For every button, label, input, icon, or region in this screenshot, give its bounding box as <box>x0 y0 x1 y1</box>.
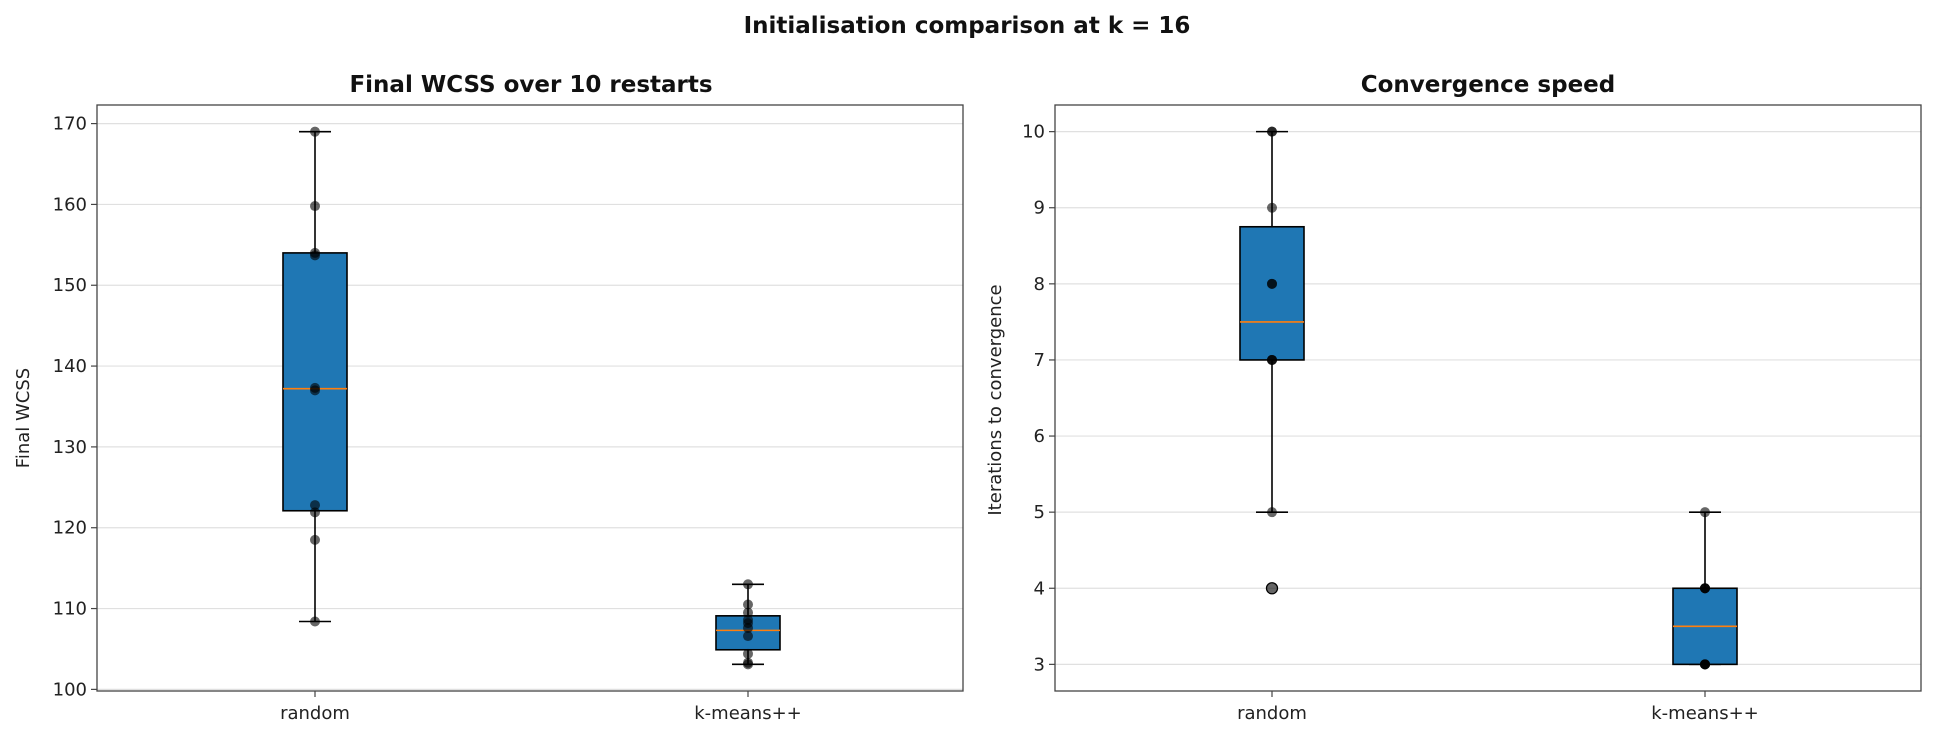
convergence-y-tick-label-3: 3 <box>1034 654 1045 675</box>
convergence-chart-title: Convergence speed <box>1361 72 1615 98</box>
wcss-y-tick-label-130: 130 <box>53 437 87 458</box>
wcss-random-point-0 <box>310 616 320 627</box>
convergence-boxplot-panel: Convergence speed Iterations to converge… <box>985 72 1922 724</box>
convergence-y-ticks: 3 4 5 6 7 8 9 10 <box>1022 122 1055 675</box>
wcss-random-point-8 <box>310 201 320 212</box>
wcss-plot-frame <box>96 104 964 692</box>
wcss-k-means-point-6 <box>743 614 753 625</box>
wcss-y-axis-label: Final WCSS <box>13 368 34 468</box>
convergence-y-tick-label-6: 6 <box>1034 426 1045 447</box>
wcss-y-tick-label-150: 150 <box>53 275 87 296</box>
wcss-random-point-5 <box>310 382 320 393</box>
convergence-k-means-box-group <box>1672 507 1738 670</box>
convergence-y-tick-label-8: 8 <box>1034 274 1045 295</box>
convergence-random-point-9 <box>1267 126 1277 137</box>
convergence-x-ticks: random k-means++ <box>1237 691 1759 724</box>
wcss-k-means-point-2 <box>743 648 753 659</box>
wcss-k-means-box-group <box>715 579 781 670</box>
figure-title: Initialisation comparison at k = 16 <box>744 13 1191 39</box>
wcss-random-point-9 <box>310 126 320 137</box>
convergence-gridlines <box>1055 131 1921 665</box>
convergence-y-tick-label-4: 4 <box>1034 578 1045 599</box>
wcss-random-box <box>282 252 348 512</box>
convergence-random-box-group <box>1239 126 1305 595</box>
wcss-random-box-group <box>282 126 348 627</box>
wcss-y-tick-label-100: 100 <box>53 679 87 700</box>
wcss-x-ticks: random k-means++ <box>280 691 802 724</box>
convergence-random-point-1 <box>1267 507 1277 518</box>
wcss-k-means-point-7 <box>743 607 753 618</box>
convergence-k-means-point-9 <box>1700 507 1710 518</box>
convergence-x-tick-label-k-means: k-means++ <box>1651 703 1759 724</box>
convergence-y-axis-label: Iterations to convergence <box>985 284 1006 515</box>
wcss-y-ticks: 100 110 120 130 140 150 160 170 <box>53 114 97 700</box>
convergence-y-tick-label-7: 7 <box>1034 350 1045 371</box>
convergence-boxes <box>1239 126 1738 670</box>
convergence-y-tick-label-9: 9 <box>1034 198 1045 219</box>
wcss-random-point-2 <box>310 507 320 518</box>
convergence-y-tick-label-5: 5 <box>1034 502 1045 523</box>
convergence-random-box <box>1239 225 1305 361</box>
wcss-gridlines <box>97 122 963 690</box>
wcss-y-tick-label-170: 170 <box>53 114 87 135</box>
wcss-chart-title: Final WCSS over 10 restarts <box>349 72 712 98</box>
convergence-x-tick-label-random: random <box>1237 703 1307 724</box>
convergence-plot-frame <box>1054 104 1922 692</box>
wcss-x-tick-label-k-means: k-means++ <box>694 703 802 724</box>
wcss-y-tick-label-160: 160 <box>53 194 87 215</box>
wcss-boxes <box>282 126 781 670</box>
wcss-k-means-point-1 <box>743 657 753 668</box>
wcss-y-tick-label-140: 140 <box>53 356 87 377</box>
convergence-random-point-7 <box>1267 202 1277 213</box>
wcss-random-point-3 <box>310 500 320 511</box>
convergence-random-outlier-0 <box>1265 582 1279 595</box>
wcss-random-point-1 <box>310 534 320 545</box>
convergence-k-means-point-4 <box>1700 659 1710 670</box>
convergence-k-means-point-8 <box>1700 583 1710 594</box>
convergence-random-point-6 <box>1267 278 1277 289</box>
wcss-random-point-7 <box>310 247 320 258</box>
wcss-y-tick-label-110: 110 <box>53 599 87 620</box>
wcss-k-means-point-9 <box>743 579 753 590</box>
convergence-random-point-4 <box>1267 354 1277 365</box>
wcss-k-means-point-8 <box>743 599 753 610</box>
convergence-random-point-0 <box>1267 583 1277 594</box>
wcss-x-tick-label-random: random <box>280 703 350 724</box>
wcss-k-means-point-3 <box>743 631 753 642</box>
wcss-boxplot-panel: Final WCSS over 10 restarts Final WCSS 1… <box>13 72 964 724</box>
convergence-y-tick-label-10: 10 <box>1022 122 1045 143</box>
wcss-y-tick-label-120: 120 <box>53 518 87 539</box>
